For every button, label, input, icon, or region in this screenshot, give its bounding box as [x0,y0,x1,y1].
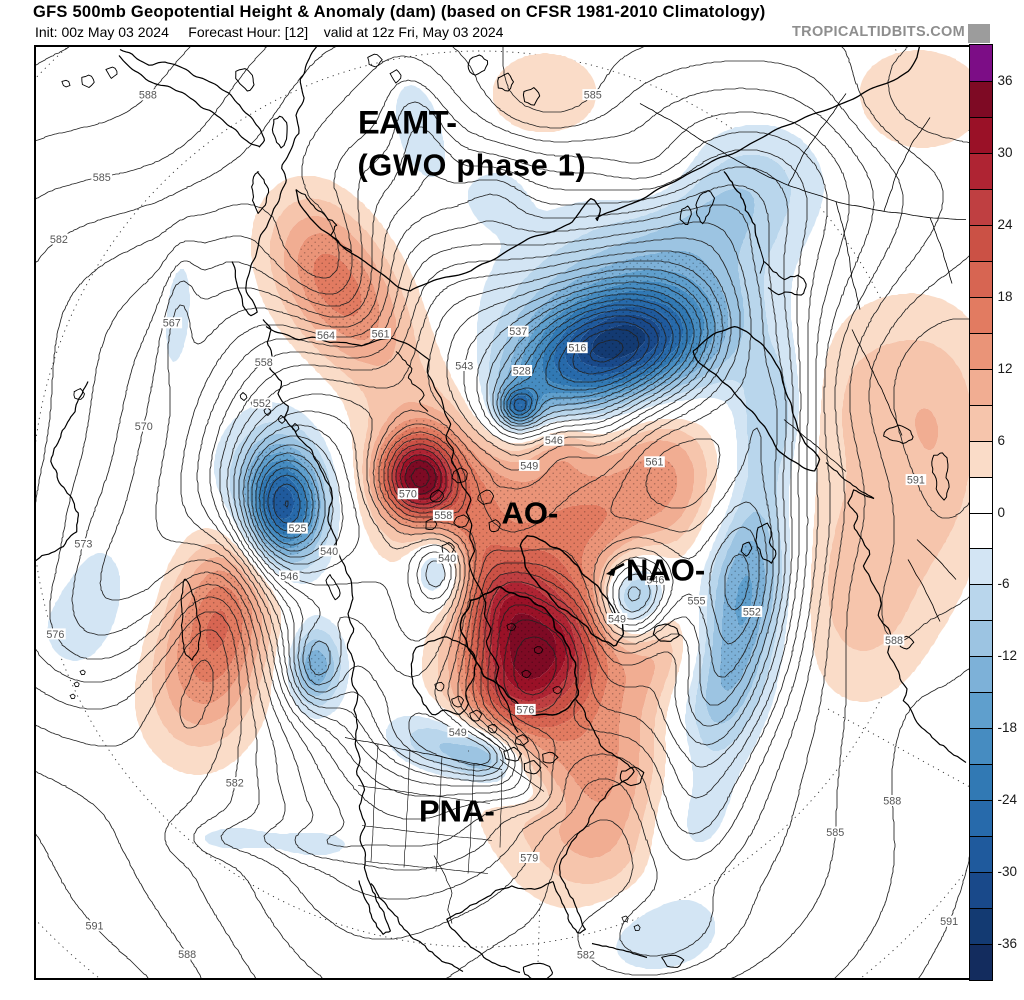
svg-text:588: 588 [178,949,196,961]
svg-text:588: 588 [138,90,156,102]
svg-text:570: 570 [134,421,152,433]
svg-text:591: 591 [906,475,924,487]
svg-text:591: 591 [85,921,103,933]
svg-text:561: 561 [645,457,663,469]
svg-text:588: 588 [883,795,901,807]
svg-text:591: 591 [940,916,958,928]
svg-text:PNA-: PNA- [419,794,495,829]
svg-text:582: 582 [576,950,594,962]
svg-text:582: 582 [225,778,243,790]
svg-text:AO-: AO- [501,496,558,531]
svg-text:570: 570 [398,489,416,501]
svg-text:585: 585 [826,827,844,839]
svg-text:NAO-: NAO- [626,553,705,588]
svg-text:567: 567 [162,318,180,330]
svg-text:546: 546 [280,571,298,583]
svg-text:582: 582 [49,234,67,246]
svg-text:549: 549 [607,614,625,626]
svg-text:564: 564 [316,330,334,342]
svg-text:540: 540 [438,553,456,565]
svg-text:561: 561 [371,328,389,340]
svg-text:549: 549 [520,460,538,472]
svg-text:579: 579 [520,852,538,864]
svg-text:576: 576 [46,629,64,641]
svg-text:516: 516 [568,343,586,355]
svg-text:555: 555 [687,596,705,608]
svg-text:558: 558 [254,357,272,369]
svg-text:543: 543 [455,360,473,372]
svg-text:585: 585 [92,172,110,184]
svg-text:552: 552 [252,398,270,410]
svg-text:558: 558 [434,510,452,522]
svg-text:576: 576 [516,704,534,716]
svg-text:546: 546 [544,435,562,447]
svg-text:588: 588 [884,635,902,647]
svg-text:525: 525 [288,523,306,535]
svg-text:573: 573 [74,539,92,551]
svg-text:EAMT-: EAMT- [358,105,457,141]
svg-text:546: 546 [646,574,664,586]
svg-text:537: 537 [509,326,527,338]
svg-text:540: 540 [320,546,338,558]
svg-text:549: 549 [448,727,466,739]
svg-text:552: 552 [742,606,760,618]
svg-text:585: 585 [583,90,601,102]
svg-text:(GWO phase 1): (GWO phase 1) [357,149,586,183]
svg-text:528: 528 [512,365,530,377]
